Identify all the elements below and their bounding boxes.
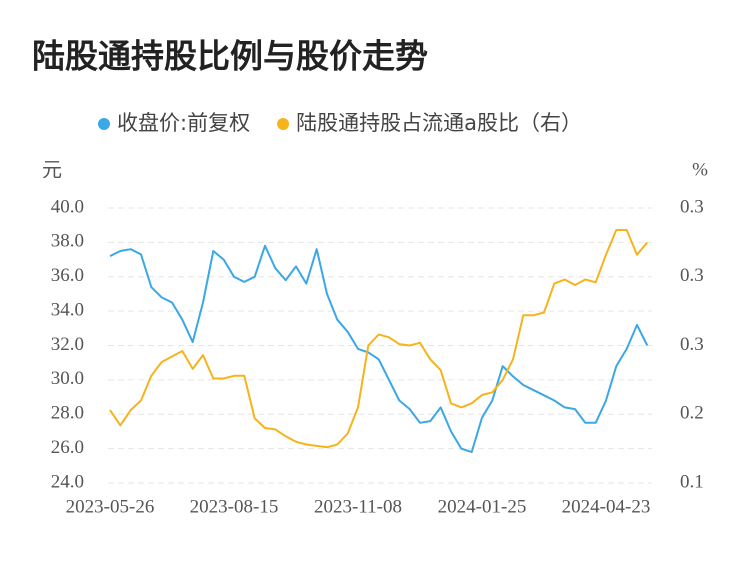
legend-label: 收盘价:前复权 xyxy=(117,111,250,135)
y-tick-label: 38.0 xyxy=(51,231,84,252)
y2-tick-label: 0.3 xyxy=(680,334,704,355)
y-tick-label: 26.0 xyxy=(51,437,84,458)
y2-tick-label: 0.3 xyxy=(680,265,704,286)
x-tick-label: 2023-05-26 xyxy=(66,496,155,517)
y-unit: 元 xyxy=(42,158,62,182)
x-tick-label: 2024-01-25 xyxy=(438,496,527,517)
y-tick-label: 30.0 xyxy=(51,368,84,389)
y2-tick-label: 0.1 xyxy=(680,471,704,492)
y-tick-label: 32.0 xyxy=(51,334,84,355)
y-tick-label: 40.0 xyxy=(51,196,84,217)
x-tick-label: 2024-04-23 xyxy=(562,496,651,517)
x-tick-label: 2023-11-08 xyxy=(314,496,402,517)
y2-unit: % xyxy=(692,159,708,180)
y2-tick-label: 0.2 xyxy=(680,403,704,424)
legend-marker xyxy=(277,118,290,130)
series-line xyxy=(109,229,649,449)
x-tick-label: 2023-08-15 xyxy=(190,496,279,517)
chart-title: 陆股通持股比例与股价走势 xyxy=(32,37,428,76)
y-tick-label: 24.0 xyxy=(51,471,84,492)
y-tick-label: 34.0 xyxy=(51,299,84,320)
y-tick-label: 28.0 xyxy=(51,403,84,424)
series-line xyxy=(109,244,649,454)
legend-marker xyxy=(98,118,110,130)
y-tick-label: 36.0 xyxy=(51,265,84,286)
y2-tick-label: 0.3 xyxy=(680,196,704,217)
legend-label: 陆股通持股占流通a股比（右） xyxy=(296,111,582,135)
